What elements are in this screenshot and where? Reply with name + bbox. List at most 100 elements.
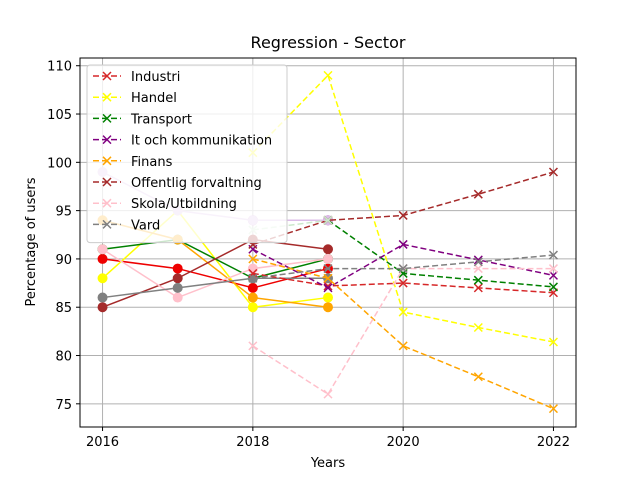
- data-point-cross: [548, 270, 558, 280]
- data-point-cross: [323, 281, 333, 291]
- legend-marker: [102, 156, 112, 166]
- data-point-dot: [97, 244, 108, 255]
- data-point-cross: [548, 282, 558, 292]
- series-observed-5: [97, 234, 333, 313]
- y-axis-title: Percentage of users: [24, 177, 39, 306]
- data-point-cross: [548, 337, 558, 347]
- legend-entry: Offentlig forvaltning: [93, 176, 262, 191]
- data-point-dot: [323, 244, 333, 255]
- plot-frame: [79, 57, 577, 428]
- legend-marker: [102, 71, 112, 81]
- data-point-dot: [172, 273, 183, 284]
- data-point-dot: [247, 282, 258, 293]
- y-tick-label: 80: [55, 350, 72, 365]
- legend-entry: Transport: [93, 112, 192, 127]
- legend-marker: [102, 198, 112, 208]
- data-point-cross: [398, 239, 408, 249]
- legend-label: Vard: [131, 218, 160, 233]
- legend-entry: Industri: [93, 70, 180, 85]
- data-point-cross: [473, 189, 483, 199]
- legend-entry: Finans: [93, 155, 173, 170]
- legend-label: Finans: [131, 155, 173, 170]
- chart-title: Regression - Sector: [251, 33, 406, 52]
- data-point-cross: [548, 167, 558, 177]
- series-regression-16: [248, 250, 558, 283]
- data-point-dot: [323, 253, 333, 264]
- y-tick-label: 95: [55, 205, 72, 220]
- data-point-dot: [97, 273, 108, 284]
- x-tick-label: 2022: [537, 435, 570, 450]
- data-point-dot: [172, 263, 183, 274]
- legend-label: Offentlig forvaltning: [131, 176, 262, 191]
- series-line: [102, 277, 328, 299]
- y-tick-label: 105: [47, 108, 72, 123]
- legend-label: Skola/Utbildning: [131, 197, 237, 212]
- data-point-cross: [548, 404, 558, 414]
- legend-marker: [102, 92, 112, 102]
- data-point-dot: [323, 302, 333, 313]
- data-point-cross: [323, 389, 333, 399]
- x-tick-label: 2018: [236, 435, 269, 450]
- data-point-cross: [473, 264, 483, 274]
- data-point-cross: [323, 283, 333, 293]
- y-tick-label: 75: [55, 398, 72, 413]
- data-point-cross: [398, 210, 408, 220]
- data-point-dot: [172, 282, 183, 293]
- y-tick-label: 90: [55, 253, 72, 268]
- data-point-cross: [398, 307, 408, 317]
- data-point-cross: [323, 273, 333, 283]
- data-point-cross: [473, 372, 483, 382]
- legend-marker: [102, 177, 112, 187]
- data-point-cross: [248, 254, 258, 264]
- data-point-cross: [398, 341, 408, 351]
- data-point-cross: [323, 264, 333, 274]
- data-point-cross: [248, 273, 258, 283]
- legend-entry: It och kommunikation: [93, 134, 272, 149]
- data-point-cross: [248, 341, 258, 351]
- legend-marker: [102, 113, 112, 123]
- data-point-dot: [247, 302, 258, 313]
- data-point-cross: [548, 264, 558, 274]
- series-regression-13: [248, 254, 558, 414]
- data-point-cross: [548, 250, 558, 260]
- data-point-cross: [323, 70, 333, 80]
- legend: Industri Handel Transport It och kommunikat…: [86, 64, 288, 244]
- data-point-cross: [398, 264, 408, 274]
- data-point-cross: [323, 215, 333, 225]
- x-tick-label: 2020: [387, 435, 420, 450]
- legend-entry: Vard: [93, 218, 160, 233]
- data-point-dot: [97, 292, 108, 303]
- data-point-cross: [473, 255, 483, 265]
- y-tick-label: 85: [55, 301, 72, 316]
- legend-label: Transport: [130, 112, 192, 127]
- data-point-dot: [97, 302, 108, 313]
- data-point-cross: [473, 322, 483, 333]
- data-point-cross: [398, 278, 408, 288]
- legend-marker: [102, 219, 112, 229]
- data-point-dot: [172, 292, 183, 303]
- series-line: [327, 219, 554, 288]
- legend-entry: Handel: [93, 91, 177, 106]
- data-point-dot: [247, 263, 258, 274]
- data-point-dot: [247, 292, 258, 303]
- data-point-cross: [473, 283, 483, 293]
- data-point-dot: [97, 253, 108, 264]
- legend-label: It och kommunikation: [131, 134, 272, 149]
- legend-marker: [102, 135, 112, 145]
- y-tick-label: 100: [47, 156, 72, 171]
- x-axis-title: Years: [310, 456, 346, 471]
- y-tick-label: 110: [47, 60, 72, 75]
- legend-box: [86, 64, 288, 244]
- legend-label: Industri: [131, 70, 180, 85]
- x-tick-label: 2016: [86, 435, 119, 450]
- series-lines: [97, 70, 558, 414]
- axis-ticks: 2016 2018 2020 2022 75 80 85 90 95 100 105 110: [47, 60, 570, 450]
- series-regression-12: [248, 239, 558, 293]
- series-line: [252, 272, 554, 294]
- series-regression-11: [323, 215, 558, 292]
- data-point-cross: [473, 257, 483, 267]
- series-line: [252, 254, 554, 279]
- data-point-cross: [473, 275, 483, 285]
- legend-entry: Skola/Utbildning: [93, 197, 237, 212]
